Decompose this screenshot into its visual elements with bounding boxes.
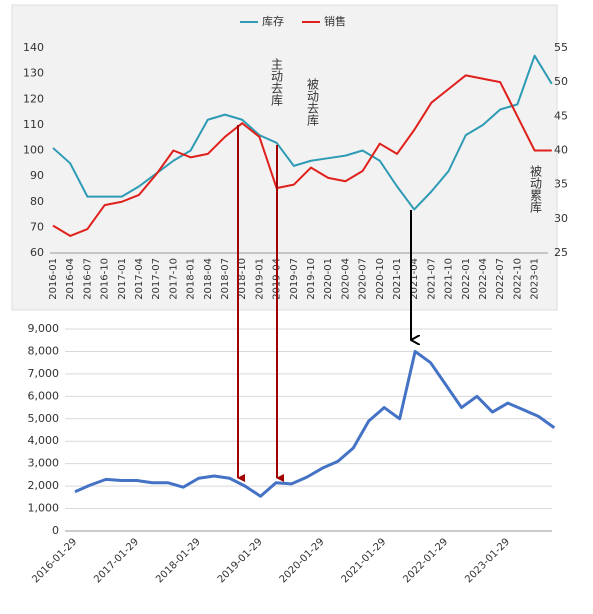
annotation: 被动累库 xyxy=(529,165,543,214)
y-tick-label: 90 xyxy=(30,169,44,182)
annotation: 主动去库 xyxy=(270,58,284,107)
y-tick-label: 4,000 xyxy=(28,434,60,447)
x-tick-label: 2019-01-29 xyxy=(216,536,265,585)
x-tick-label: 2020-04 xyxy=(340,258,351,300)
legend-label: 销售 xyxy=(324,14,346,28)
x-tick-label: 2022-10 xyxy=(512,258,523,300)
x-tick-label: 2018-10 xyxy=(237,258,248,300)
x-tick-label: 2021-07 xyxy=(426,258,437,300)
y-tick-label: 80 xyxy=(30,195,44,208)
x-tick-label: 2021-10 xyxy=(444,258,455,300)
y-tick-label: 2,000 xyxy=(28,479,60,492)
annotation: 被动去库 xyxy=(306,78,320,127)
y-tick-label: 8,000 xyxy=(28,344,60,357)
y2-tick-label: 45 xyxy=(554,109,568,122)
x-tick-label: 2022-07 xyxy=(495,258,506,300)
x-tick-label: 2022-01-29 xyxy=(401,536,450,585)
x-tick-label: 2021-01 xyxy=(392,258,403,300)
x-tick-label: 2017-10 xyxy=(168,258,179,300)
x-tick-label: 2016-10 xyxy=(100,258,111,300)
x-tick-label: 2023-01-29 xyxy=(463,536,512,585)
x-tick-label: 2023-01 xyxy=(530,258,541,300)
x-tick-label: 2018-04 xyxy=(203,258,214,300)
y2-tick-label: 55 xyxy=(554,41,568,54)
x-tick-label: 2020-01-29 xyxy=(278,536,327,585)
y-tick-label: 9,000 xyxy=(28,322,60,335)
x-tick-label: 2022-01 xyxy=(461,258,472,300)
x-tick-label: 2017-04 xyxy=(134,258,145,300)
y-tick-label: 1,000 xyxy=(28,502,60,515)
line-series xyxy=(74,349,556,498)
x-tick-label: 2019-07 xyxy=(289,258,300,300)
y-tick-label: 7,000 xyxy=(28,367,60,380)
x-tick-label: 2017-07 xyxy=(151,258,162,300)
y-tick-label: 70 xyxy=(30,220,44,233)
x-tick-label: 2019-01 xyxy=(254,258,265,300)
x-tick-label: 2021-04 xyxy=(409,258,420,300)
y-tick-label: 120 xyxy=(23,92,44,105)
x-tick-label: 2020-01 xyxy=(323,258,334,300)
y-tick-label: 6,000 xyxy=(28,389,60,402)
x-tick-label: 2018-01-29 xyxy=(154,536,203,585)
y-tick-label: 3,000 xyxy=(28,457,60,470)
x-tick-label: 2019-10 xyxy=(306,258,317,300)
x-tick-label: 2016-01-29 xyxy=(30,536,79,585)
x-tick-label: 2016-07 xyxy=(82,258,93,300)
legend-label: 库存 xyxy=(262,14,284,28)
x-tick-label: 2016-01 xyxy=(48,258,59,300)
y-tick-label: 130 xyxy=(23,67,44,80)
y-tick-label: 140 xyxy=(23,41,44,54)
line-series xyxy=(52,74,552,237)
y-tick-label: 110 xyxy=(23,118,44,131)
line-series xyxy=(52,54,553,211)
x-tick-label: 2017-01 xyxy=(117,258,128,300)
x-tick-label: 2020-10 xyxy=(375,258,386,300)
x-tick-label: 2018-07 xyxy=(220,258,231,300)
y2-tick-label: 40 xyxy=(554,144,568,157)
x-tick-label: 2020-07 xyxy=(358,258,369,300)
y2-tick-label: 50 xyxy=(554,75,568,88)
x-tick-label: 2017-01-29 xyxy=(92,536,141,585)
y-tick-label: 5,000 xyxy=(28,412,60,425)
y2-tick-label: 30 xyxy=(554,212,568,225)
x-tick-label: 2018-01 xyxy=(186,258,197,300)
y-tick-label: 100 xyxy=(23,144,44,157)
x-tick-label: 2016-04 xyxy=(65,258,76,300)
y2-tick-label: 35 xyxy=(554,178,568,191)
x-tick-label: 2022-04 xyxy=(478,258,489,300)
y2-tick-label: 25 xyxy=(554,246,568,259)
y-tick-label: 0 xyxy=(52,524,59,537)
x-tick-label: 2021-01-29 xyxy=(340,536,389,585)
y-tick-label: 60 xyxy=(30,246,44,259)
top-panel xyxy=(11,4,558,311)
